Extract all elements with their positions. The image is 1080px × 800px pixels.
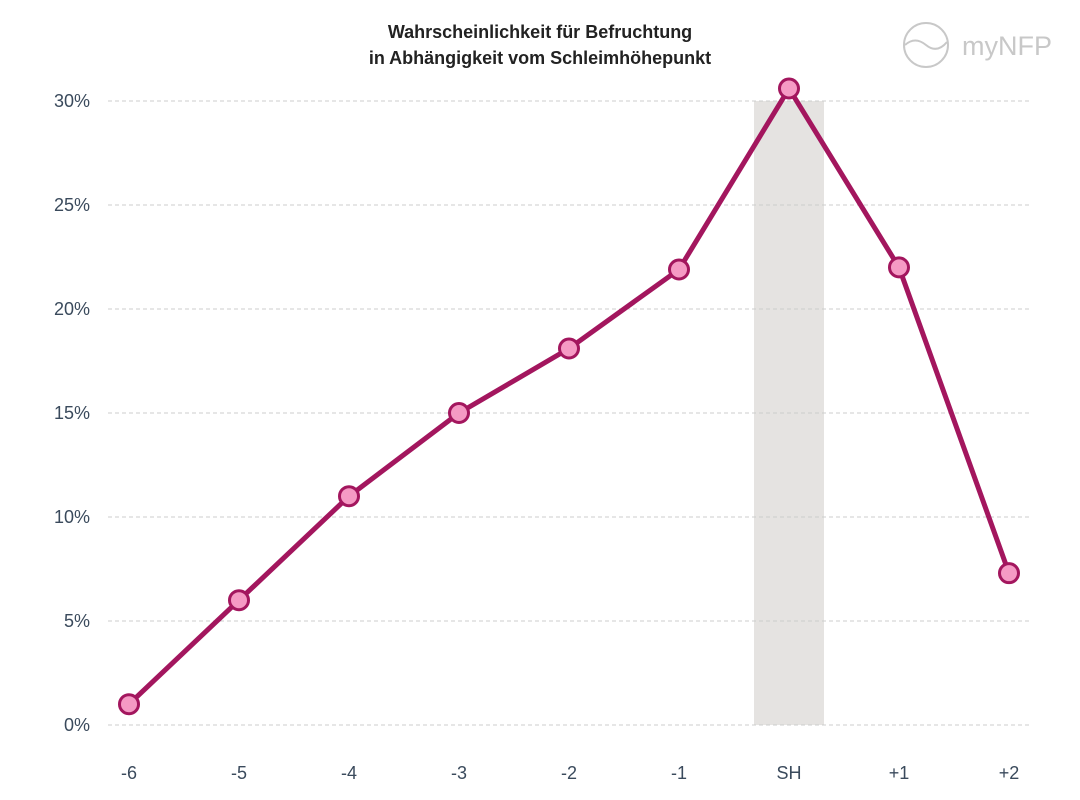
series-line	[126, 86, 1012, 707]
logo-text: myNFP	[962, 31, 1052, 61]
x-tick-label: -3	[451, 763, 467, 783]
x-tick-label: -4	[341, 763, 357, 783]
data-point	[118, 693, 140, 716]
series-layer	[118, 77, 1020, 716]
chart-title-line-2: in Abhängigkeit vom Schleimhöhepunkt	[369, 48, 711, 68]
data-point	[888, 256, 910, 279]
data-point	[998, 562, 1020, 585]
data-point	[558, 337, 580, 360]
chart-title-line-1: Wahrscheinlichkeit für Befruchtung	[388, 22, 692, 42]
data-point	[668, 258, 690, 281]
data-point	[228, 589, 250, 612]
data-point	[338, 485, 360, 508]
logo: myNFP	[903, 22, 1052, 68]
gridlines	[108, 100, 1032, 726]
x-axis-tick-labels: -6 -5 -4 -3 -2 -1 SH +1 +2	[121, 763, 1019, 783]
mynfp-logo-icon	[903, 22, 949, 68]
y-tick-label: 15%	[54, 403, 90, 423]
y-tick-label: 20%	[54, 299, 90, 319]
x-tick-label: -1	[671, 763, 687, 783]
x-tick-label: +1	[889, 763, 910, 783]
y-axis-tick-labels: 0% 5% 10% 15% 20% 25% 30%	[54, 91, 90, 735]
y-tick-label: 10%	[54, 507, 90, 527]
y-tick-label: 30%	[54, 91, 90, 111]
y-tick-label: 5%	[64, 611, 90, 631]
data-point	[778, 77, 800, 100]
x-tick-label: SH	[776, 763, 801, 783]
x-tick-label: -6	[121, 763, 137, 783]
x-tick-label: -5	[231, 763, 247, 783]
y-tick-label: 25%	[54, 195, 90, 215]
x-tick-label: +2	[999, 763, 1020, 783]
x-tick-label: -2	[561, 763, 577, 783]
y-tick-label: 0%	[64, 715, 90, 735]
data-point	[448, 402, 470, 424]
